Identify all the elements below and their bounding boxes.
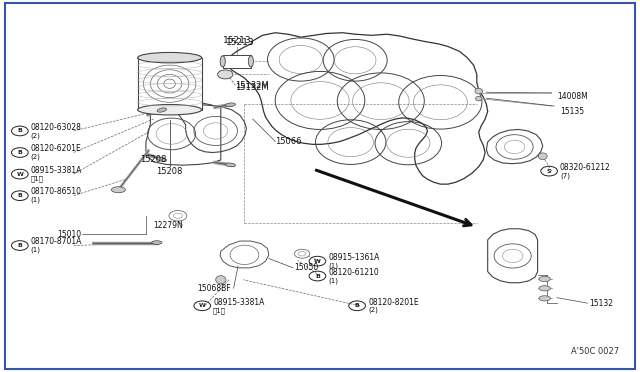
Ellipse shape (539, 296, 550, 301)
Text: (1): (1) (31, 197, 41, 203)
Ellipse shape (216, 276, 226, 284)
Text: 15050: 15050 (294, 263, 319, 272)
Text: 15010: 15010 (58, 230, 82, 239)
Ellipse shape (111, 187, 125, 193)
Text: 15213: 15213 (223, 36, 251, 45)
Text: 08170-86510: 08170-86510 (31, 187, 82, 196)
Text: 15132M: 15132M (236, 81, 269, 90)
Text: B: B (315, 273, 320, 279)
Text: 15132: 15132 (589, 299, 613, 308)
Text: B: B (355, 303, 360, 308)
Text: (2): (2) (31, 154, 40, 160)
Text: B: B (17, 128, 22, 134)
Circle shape (294, 249, 310, 258)
Ellipse shape (539, 276, 550, 282)
Text: 15208: 15208 (140, 155, 167, 164)
Text: 08120-63028: 08120-63028 (31, 123, 81, 132)
Text: 15213: 15213 (226, 38, 254, 47)
Ellipse shape (220, 56, 225, 67)
Text: (1): (1) (328, 262, 339, 269)
Ellipse shape (138, 105, 202, 115)
Ellipse shape (538, 153, 547, 160)
Ellipse shape (157, 157, 166, 161)
Text: 15132M: 15132M (236, 83, 269, 92)
Text: 08120-61210: 08120-61210 (328, 268, 379, 277)
Text: 15068BF: 15068BF (198, 284, 231, 293)
Text: 08915-3381A: 08915-3381A (31, 166, 82, 175)
Circle shape (218, 70, 233, 79)
Ellipse shape (152, 241, 162, 244)
Text: W: W (199, 303, 205, 308)
Text: B: B (17, 243, 22, 248)
Text: (1): (1) (31, 247, 41, 253)
Circle shape (169, 211, 187, 221)
Text: 、1、: 、1、 (213, 307, 226, 314)
Text: B: B (17, 150, 22, 155)
Text: B: B (17, 193, 22, 198)
Text: (7): (7) (560, 172, 570, 179)
Ellipse shape (475, 88, 483, 94)
Text: 、1、: 、1、 (31, 175, 44, 182)
Text: (2): (2) (368, 307, 378, 314)
Text: 08120-6201E: 08120-6201E (31, 144, 81, 153)
Ellipse shape (225, 163, 236, 167)
Text: 14008M: 14008M (557, 92, 588, 101)
Text: 15135: 15135 (560, 107, 584, 116)
Text: 08320-61212: 08320-61212 (560, 163, 611, 172)
Text: A'50C 0027: A'50C 0027 (572, 347, 620, 356)
Text: S: S (547, 169, 552, 174)
Text: 08120-8201E: 08120-8201E (368, 298, 419, 307)
Text: 15208: 15208 (156, 167, 183, 176)
Bar (138, 58, 202, 110)
Text: 08170-8701A: 08170-8701A (31, 237, 82, 246)
Ellipse shape (138, 52, 202, 63)
Ellipse shape (157, 108, 166, 112)
Text: (1): (1) (328, 277, 339, 284)
Text: 08915-3381A: 08915-3381A (213, 298, 264, 307)
Text: (2): (2) (31, 132, 40, 139)
Ellipse shape (248, 56, 253, 67)
Ellipse shape (225, 103, 236, 107)
Ellipse shape (539, 286, 550, 291)
Ellipse shape (476, 96, 482, 101)
Text: 15066: 15066 (275, 137, 301, 146)
Text: W: W (17, 171, 23, 177)
Text: W: W (314, 259, 321, 264)
Text: 12279N: 12279N (154, 221, 183, 230)
Bar (223, 55, 251, 68)
Text: 08915-1361A: 08915-1361A (328, 253, 380, 262)
